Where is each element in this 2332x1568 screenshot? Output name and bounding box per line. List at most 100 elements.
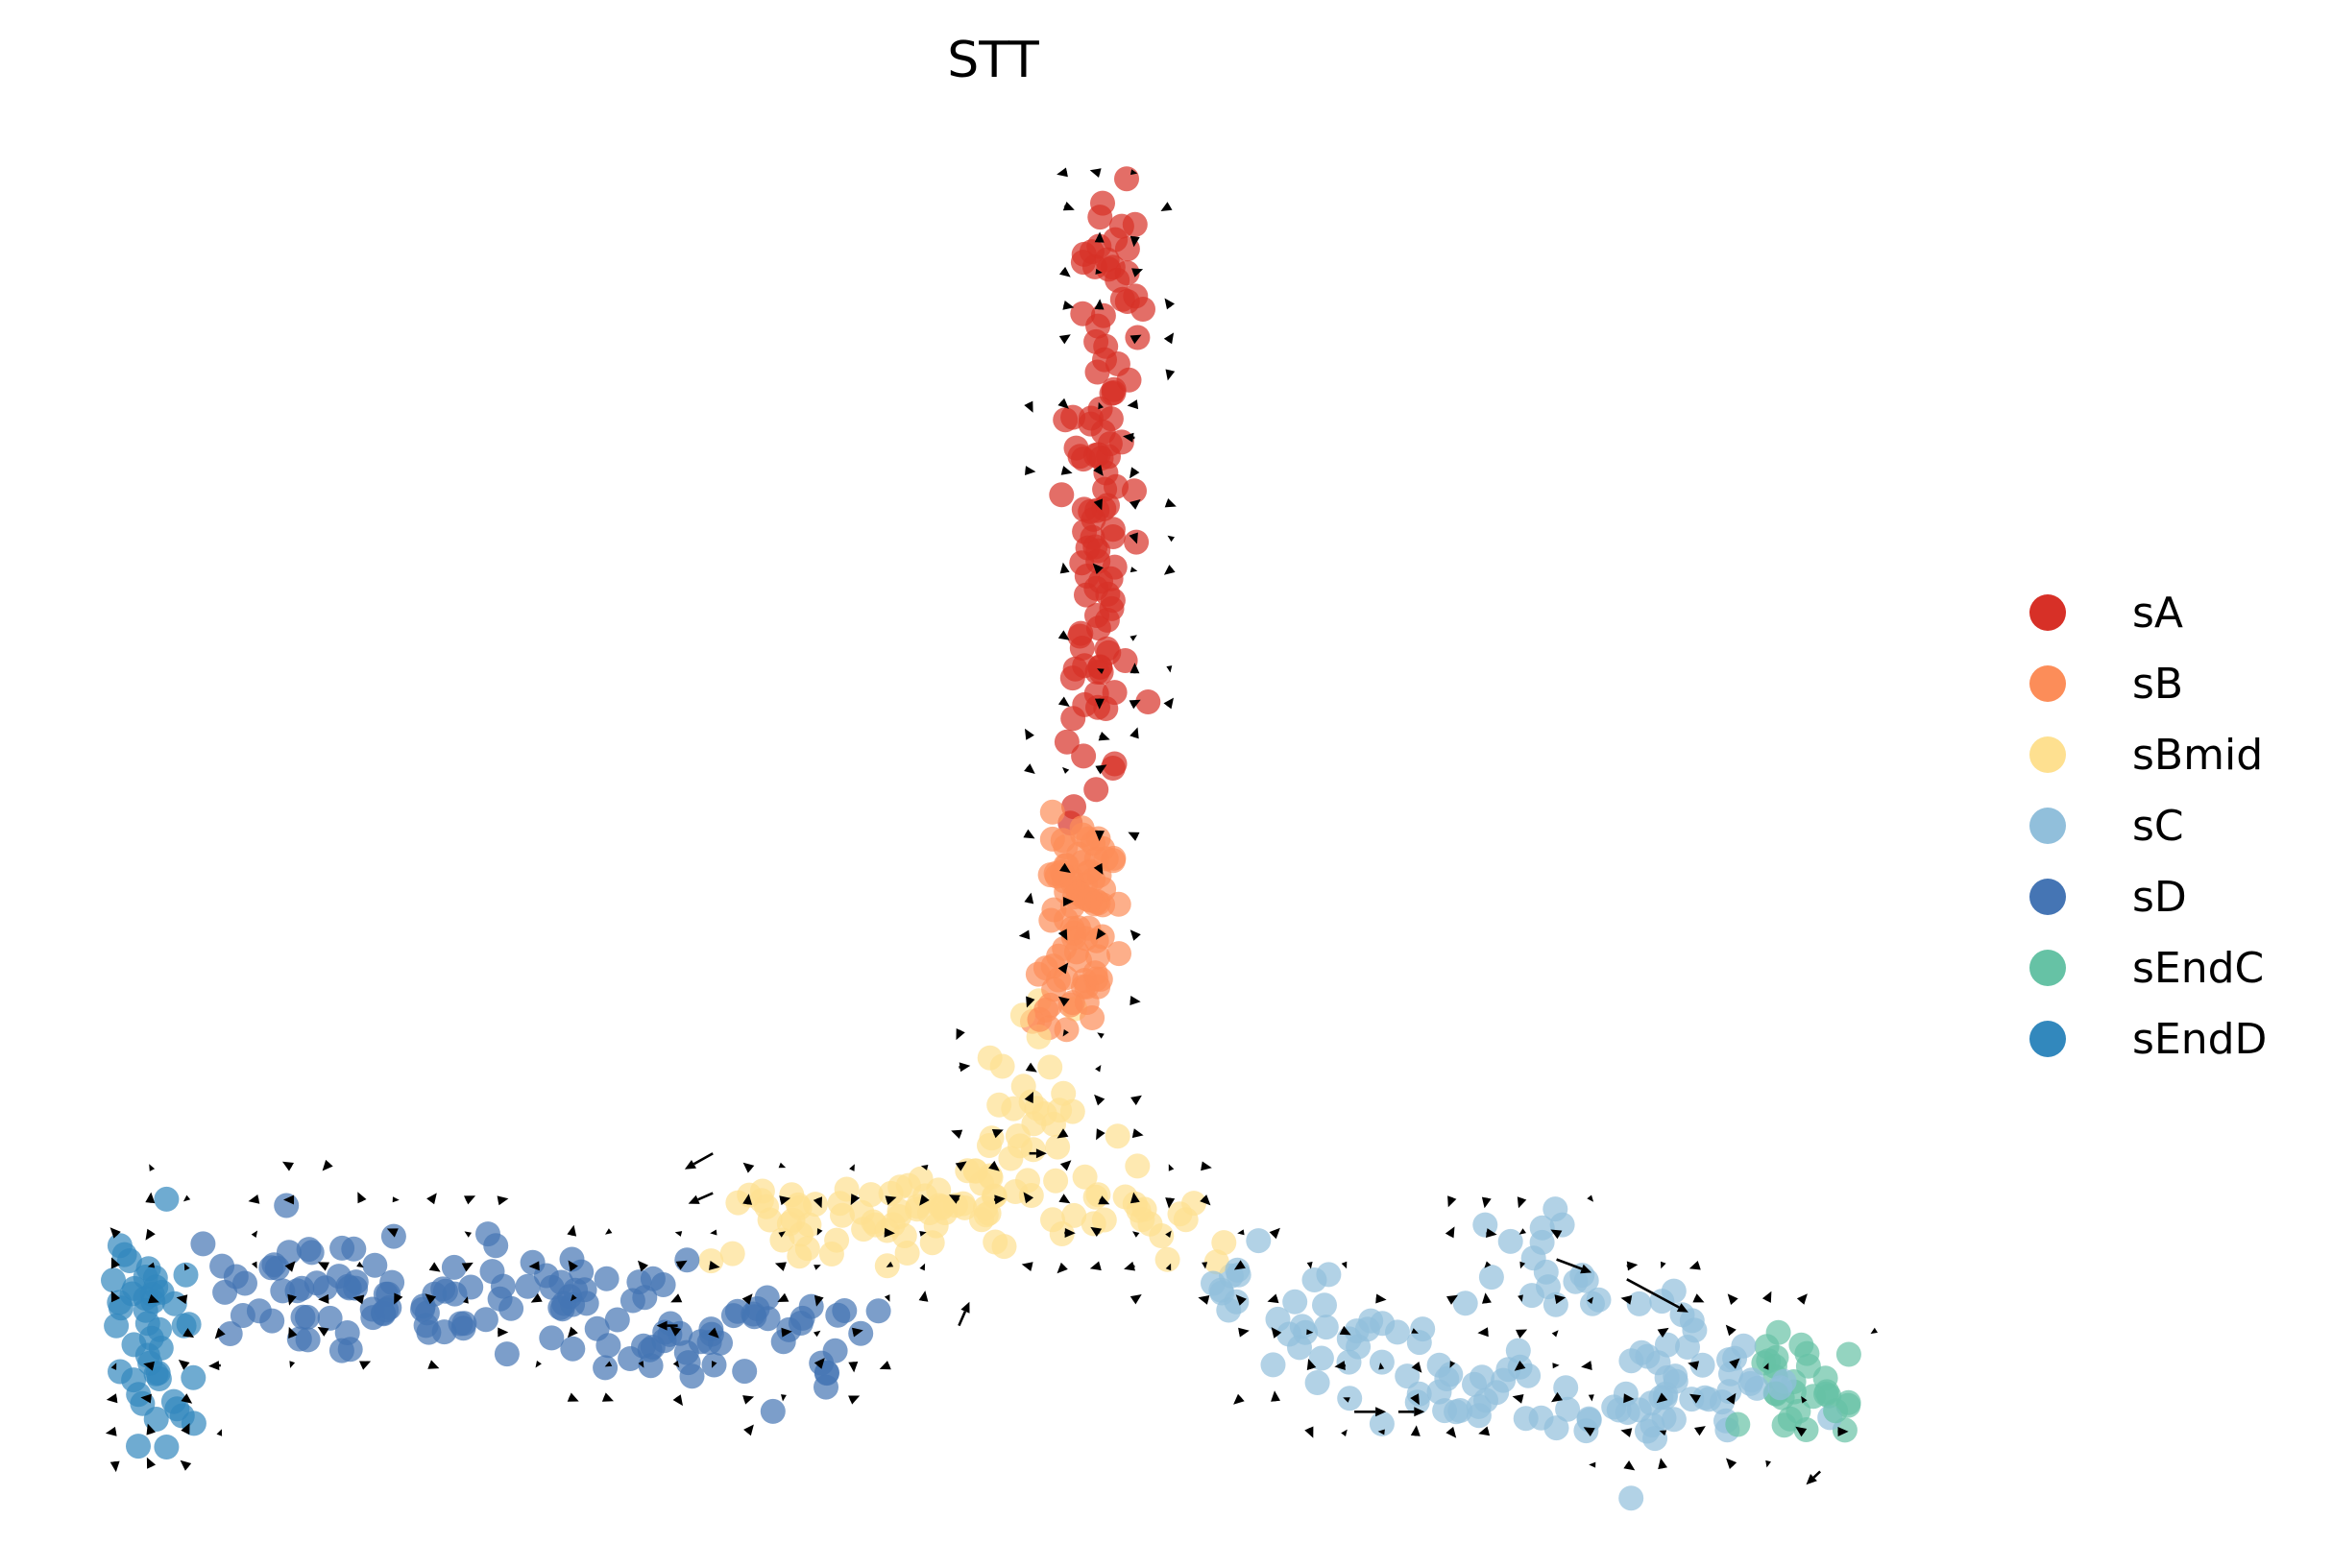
velocity-arrow xyxy=(1658,1458,1667,1470)
cell-point-sD xyxy=(619,1288,645,1314)
velocity-arrow xyxy=(1129,499,1141,510)
velocity-arrow xyxy=(1661,1261,1666,1269)
velocity-arrow xyxy=(183,1263,190,1271)
velocity-arrow xyxy=(1057,398,1069,409)
cell-point-sC xyxy=(1543,1196,1568,1222)
cell-point-sBmid xyxy=(1037,1054,1063,1080)
cell-point-sC xyxy=(1731,1333,1757,1359)
cell-point-sB xyxy=(1053,965,1079,991)
cell-point-sC xyxy=(1336,1349,1362,1375)
velocity-arrow xyxy=(1551,1330,1559,1338)
cell-point-sC xyxy=(1629,1339,1655,1365)
velocity-arrow xyxy=(498,1327,509,1338)
legend-label-sB: sB xyxy=(2132,660,2183,709)
velocity-arrow xyxy=(1449,1361,1456,1368)
velocity-arrow xyxy=(181,1393,193,1404)
velocity-arrow xyxy=(1059,1160,1072,1171)
velocity-arrow xyxy=(1130,929,1141,941)
cell-point-sD xyxy=(741,1301,766,1327)
cell-point-sC xyxy=(1313,1315,1339,1340)
velocity-arrow xyxy=(1057,962,1069,975)
velocity-arrow xyxy=(1801,1396,1808,1404)
velocity-arrow xyxy=(357,1192,367,1204)
velocity-arrow xyxy=(1552,1363,1560,1369)
velocity-arrow xyxy=(1200,1194,1211,1206)
cell-point-sEndD xyxy=(143,1407,169,1432)
velocity-arrow xyxy=(885,1195,897,1205)
velocity-arrow xyxy=(208,1361,221,1371)
velocity-arrow xyxy=(1163,565,1176,575)
velocity-arrow xyxy=(146,1423,156,1435)
cell-point-sBmid xyxy=(1137,1211,1163,1237)
cell-point-sEndD xyxy=(107,1233,133,1259)
velocity-arrow xyxy=(1060,466,1073,475)
cell-point-sD xyxy=(593,1355,619,1381)
velocity-arrow xyxy=(356,1261,364,1268)
cell-point-sD xyxy=(560,1336,586,1362)
cell-point-sBmid xyxy=(719,1241,745,1266)
velocity-arrow xyxy=(1694,1426,1706,1436)
velocity-arrow xyxy=(178,1360,190,1370)
velocity-arrow xyxy=(1447,1195,1457,1208)
velocity-arrow xyxy=(1269,1227,1280,1240)
cell-point-sA xyxy=(1084,359,1110,385)
cell-point-sEndD xyxy=(181,1364,206,1390)
velocity-arrow xyxy=(318,1293,329,1304)
cell-point-sC xyxy=(1444,1399,1470,1425)
cell-point-sBmid xyxy=(874,1253,900,1279)
velocity-arrow xyxy=(848,1362,859,1373)
velocity-arrow xyxy=(1626,1278,1688,1313)
cell-point-sC xyxy=(1613,1381,1639,1407)
cell-point-sC xyxy=(1246,1228,1272,1254)
velocity-arrow xyxy=(1484,1261,1492,1268)
velocity-arrow xyxy=(567,1224,577,1237)
velocity-arrow xyxy=(1130,235,1140,248)
cell-point-sBmid xyxy=(905,1194,931,1219)
velocity-arrow xyxy=(1023,1192,1034,1204)
velocity-arrow xyxy=(1130,567,1138,573)
velocity-arrow xyxy=(1477,1327,1489,1338)
velocity-arrow xyxy=(1341,1429,1348,1436)
velocity-arrow xyxy=(110,1363,117,1370)
velocity-arrow xyxy=(1761,1291,1772,1303)
cell-point-sD xyxy=(295,1304,320,1330)
cell-point-sC xyxy=(1470,1364,1494,1390)
cell-point-sC xyxy=(1505,1338,1531,1363)
velocity-arrow xyxy=(816,1228,823,1236)
cell-point-sEndD xyxy=(119,1281,145,1307)
velocity-arrow xyxy=(1583,1427,1595,1436)
velocity-arrow xyxy=(109,1227,121,1239)
velocity-arrow xyxy=(1165,1230,1172,1238)
velocity-arrow xyxy=(1397,1407,1425,1417)
velocity-arrow xyxy=(919,1194,930,1206)
velocity-arrow xyxy=(394,1292,403,1305)
cell-point-sC xyxy=(1265,1306,1291,1332)
cell-point-sD xyxy=(441,1254,467,1280)
velocity-arrow xyxy=(1095,764,1107,775)
velocity-arrow xyxy=(143,1361,155,1371)
cell-point-sC xyxy=(1369,1349,1395,1375)
velocity-arrow xyxy=(1588,1394,1594,1402)
cell-point-sBmid xyxy=(794,1236,820,1262)
velocity-arrow xyxy=(742,1395,755,1405)
cell-point-sA xyxy=(1135,689,1161,714)
cell-point-sD xyxy=(264,1255,290,1281)
velocity-arrow xyxy=(568,1260,578,1272)
velocity-arrow xyxy=(1130,1192,1140,1204)
cell-point-sA xyxy=(1098,406,1124,432)
cell-point-sA xyxy=(1122,211,1148,237)
velocity-arrow xyxy=(672,1394,683,1407)
legend-label-sBmid: sBmid xyxy=(2132,731,2263,780)
velocity-arrow xyxy=(814,1294,824,1307)
cell-point-sC xyxy=(1226,1262,1251,1288)
cell-point-sD xyxy=(515,1273,541,1299)
velocity-arrow xyxy=(601,1392,614,1402)
velocity-arrow xyxy=(674,1231,683,1237)
velocity-arrow xyxy=(530,1292,543,1303)
velocity-arrow xyxy=(1201,1161,1212,1171)
velocity-arrow xyxy=(852,1327,863,1338)
velocity-arrow xyxy=(146,1457,157,1469)
velocity-arrow xyxy=(1024,1091,1033,1103)
cell-point-sBmid xyxy=(858,1182,884,1208)
cell-point-sD xyxy=(548,1269,574,1295)
